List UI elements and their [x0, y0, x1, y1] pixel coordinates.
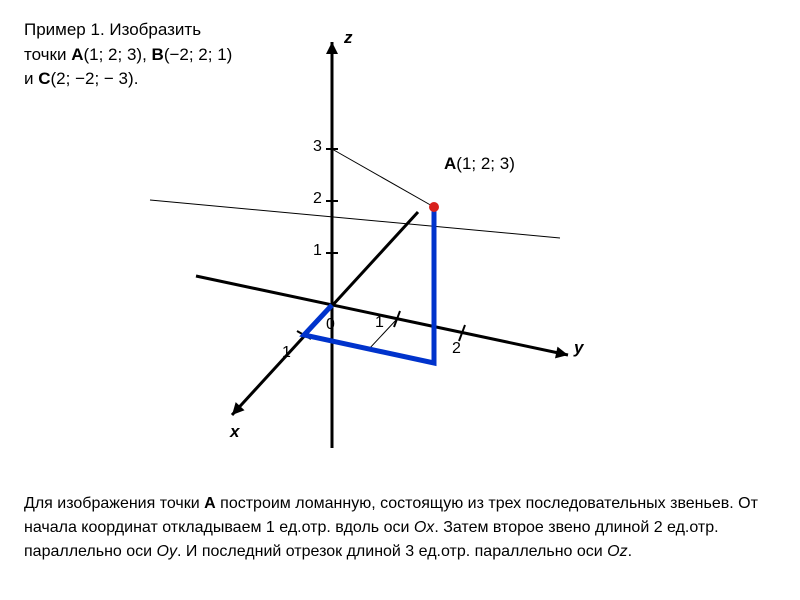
figure-container: { "title": { "line1_prefix": "Пример 1. … — [0, 0, 800, 600]
y-tick-1: 1 — [375, 314, 384, 332]
explanation-text: Для изображения точки A построим ломанну… — [24, 492, 776, 564]
z-tick-3: 3 — [313, 138, 322, 156]
x-tick-1: 1 — [282, 344, 291, 362]
origin-label: 0 — [326, 316, 335, 334]
z-tick-1: 1 — [313, 242, 322, 260]
y-tick-2: 2 — [452, 340, 461, 358]
axis-label-z: z — [344, 28, 353, 48]
axis-label-x: x — [230, 422, 239, 442]
axis-label-y: y — [574, 338, 583, 358]
z-tick-2: 2 — [313, 190, 322, 208]
point-A-label: A(1; 2; 3) — [444, 154, 515, 174]
